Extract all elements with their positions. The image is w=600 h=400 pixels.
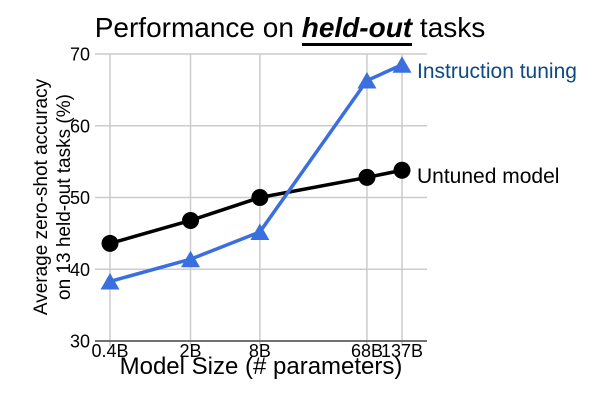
x-tick-label: 137B xyxy=(381,341,423,361)
data-point-circle xyxy=(101,234,119,252)
data-point-triangle xyxy=(100,272,120,290)
y-tick-label: 70 xyxy=(70,45,90,65)
data-point-triangle xyxy=(357,72,377,89)
data-point-triangle xyxy=(392,56,412,73)
series-line-instruction-tuning xyxy=(108,63,404,284)
data-point-circle xyxy=(251,189,269,206)
chart-title-emphasis: held-out xyxy=(301,12,413,46)
legend-untuned-model: Untuned model xyxy=(417,165,560,189)
y-tick-label: 60 xyxy=(70,116,90,136)
y-tick-label: 30 xyxy=(70,332,90,352)
x-tick-label: 8B xyxy=(249,341,271,361)
chart-title-suffix: tasks xyxy=(412,12,486,43)
y-tick-label: 40 xyxy=(70,260,90,280)
data-point-triangle xyxy=(181,250,201,268)
legend-instruction-tuning: Instruction tuning xyxy=(417,59,577,83)
chart-title: Performance on held-out tasks xyxy=(0,12,580,46)
x-tick-label: 68B xyxy=(351,341,383,361)
data-point-circle xyxy=(393,161,411,179)
data-point-triangle xyxy=(250,223,270,240)
y-tick-label: 50 xyxy=(70,188,90,208)
chart-title-prefix: Performance on xyxy=(94,12,302,43)
x-axis-title: Model Size (# parameters) xyxy=(119,353,403,380)
x-tick-label: 0.4B xyxy=(91,341,128,361)
data-point-circle xyxy=(182,211,200,229)
data-point-circle xyxy=(358,168,376,186)
x-tick-label: 2B xyxy=(180,341,202,361)
